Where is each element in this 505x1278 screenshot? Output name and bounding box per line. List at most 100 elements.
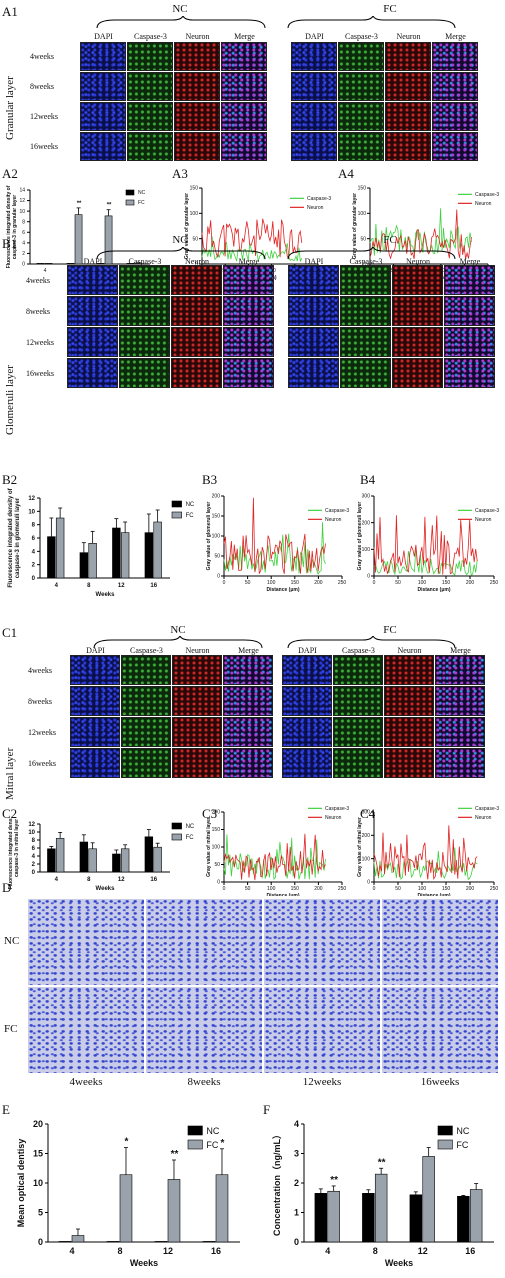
y-tick-label: 6 bbox=[22, 230, 25, 236]
micrograph-dapi bbox=[282, 655, 332, 685]
micrograph-casp bbox=[121, 717, 171, 747]
micrograph-neur bbox=[174, 42, 220, 71]
channel-header-caspase-3: Caspase-3 bbox=[134, 32, 167, 41]
nissl-micrograph bbox=[381, 898, 499, 986]
bar-nc bbox=[126, 263, 135, 265]
micrograph-casp bbox=[333, 717, 383, 747]
legend-swatch bbox=[171, 833, 182, 841]
chart-c4: 0 50 100 150 200 250 0 100 200 300 Distance (μm) Gr… bbox=[357, 806, 499, 896]
trace-caspase-3 bbox=[373, 847, 478, 881]
micrograph-neur bbox=[384, 717, 434, 747]
micrograph-dapi bbox=[291, 72, 337, 101]
micrograph-casp bbox=[119, 296, 170, 326]
time-label: 12weeks bbox=[30, 112, 58, 121]
micrograph-neur bbox=[385, 102, 431, 131]
y-tick-label: 2 bbox=[294, 1178, 299, 1188]
micrograph-casp bbox=[338, 102, 384, 131]
micrograph-merg bbox=[223, 296, 274, 326]
legend-swatch bbox=[171, 822, 182, 830]
y-tick-label: 200 bbox=[212, 810, 221, 816]
y-axis-title: Fluorescence integrated density of bbox=[8, 487, 14, 587]
micrograph-casp bbox=[127, 72, 173, 101]
x-tick-label: 100 bbox=[267, 580, 276, 586]
channel-header-caspase-3: Caspase-3 bbox=[130, 646, 163, 655]
panel-label-f: F bbox=[263, 1102, 271, 1117]
y-tick-label: 12 bbox=[28, 496, 35, 502]
micrograph-merg bbox=[221, 132, 267, 161]
micrograph-dapi bbox=[291, 132, 337, 161]
bar-fc bbox=[327, 1190, 340, 1243]
micrograph-merg bbox=[444, 296, 495, 326]
nc-group-title-a: NC bbox=[172, 3, 188, 15]
micrograph-merg bbox=[223, 655, 273, 685]
bar-fc bbox=[88, 848, 97, 873]
micrograph-merg bbox=[223, 327, 274, 357]
trace-caspase-3 bbox=[223, 834, 326, 881]
x-axis-title: Weeks bbox=[96, 592, 116, 598]
micrograph-dapi bbox=[67, 265, 118, 295]
time-label: 8weeks bbox=[28, 696, 52, 706]
channel-header-merge: Merge bbox=[445, 32, 466, 41]
panel-label-c2: C2 bbox=[2, 806, 18, 821]
channel-header-merge: Merge bbox=[238, 646, 259, 655]
bar-fc bbox=[55, 517, 65, 579]
legend-label: FC bbox=[186, 835, 195, 841]
micrograph-neur bbox=[385, 72, 431, 101]
time-label: 4weeks bbox=[26, 275, 50, 285]
micrograph-neur bbox=[174, 102, 220, 131]
y-axis-title: Fluorescence integrated density of bbox=[6, 185, 12, 268]
x-tick-label: 250 bbox=[490, 886, 499, 892]
bar-nc bbox=[409, 1194, 423, 1243]
panel-label-c4: C4 bbox=[360, 806, 376, 821]
micrograph-casp bbox=[121, 748, 171, 778]
trace-neuron bbox=[223, 833, 326, 881]
legend-label: Caspase-3 bbox=[307, 196, 331, 202]
bar-nc bbox=[112, 853, 121, 873]
legend-swatch bbox=[125, 199, 135, 206]
y-axis-title: Gray value of glomeruli layer bbox=[357, 502, 363, 571]
y-tick-label: 10 bbox=[33, 1178, 43, 1188]
micrograph-casp bbox=[119, 327, 170, 357]
y-tick-label: 8 bbox=[22, 219, 25, 225]
bar-nc bbox=[106, 1241, 120, 1243]
chart-c3: 0 50 100 150 200 250 0 50 100 150 200 Distance (μm)… bbox=[206, 806, 349, 896]
x-tick-label: 50 bbox=[395, 580, 401, 586]
micrograph-neur bbox=[171, 296, 222, 326]
y-tick-label: 100 bbox=[212, 534, 221, 540]
nissl-micrograph bbox=[145, 898, 263, 986]
significance-mark: ** bbox=[171, 1149, 179, 1160]
legend-label: Caspase-3 bbox=[475, 806, 499, 812]
micrograph-neur bbox=[172, 717, 222, 747]
x-tick-label: 16 bbox=[465, 1246, 475, 1256]
micrograph-casp bbox=[119, 358, 170, 388]
channel-header-dapi: DAPI bbox=[94, 32, 113, 41]
chart-b3: 0 50 100 150 200 250 0 50 100 150 200 Distance (μm)… bbox=[206, 494, 349, 593]
y-tick-label: 0 bbox=[32, 576, 36, 582]
x-tick-label: 150 bbox=[442, 886, 451, 892]
legend-label: Neuron bbox=[475, 815, 492, 821]
micrograph-merg bbox=[432, 42, 478, 71]
chart-b2: 0 2 4 6 8 10 12 4 8 12 16 Weeks Fluorescence integra… bbox=[8, 487, 195, 598]
y-tick-label: 50 bbox=[214, 862, 220, 868]
micrograph-casp bbox=[340, 358, 391, 388]
x-tick-label: 200 bbox=[314, 580, 323, 586]
legend-label: Caspase-3 bbox=[325, 508, 349, 514]
time-label: 4weeks bbox=[30, 52, 54, 61]
bar-fc bbox=[120, 532, 130, 579]
x-tick-label: 8 bbox=[117, 1246, 122, 1256]
time-label: 12weeks bbox=[28, 727, 56, 737]
x-tick-label: 250 bbox=[338, 580, 347, 586]
micrograph-dapi bbox=[291, 42, 337, 71]
channel-header-neuron: Neuron bbox=[185, 257, 209, 266]
micrograph-neur bbox=[172, 686, 222, 716]
micrograph-dapi bbox=[67, 358, 118, 388]
y-tick-label: 100 bbox=[190, 211, 199, 217]
y-tick-label: 100 bbox=[362, 856, 371, 862]
bar-nc bbox=[154, 1241, 168, 1243]
micrograph-casp bbox=[333, 686, 383, 716]
bar-nc bbox=[144, 836, 154, 873]
x-tick-label: 16 bbox=[211, 1246, 221, 1256]
y-tick-label: 10 bbox=[28, 509, 35, 515]
micrograph-merg bbox=[432, 132, 478, 161]
y-tick-label: 50 bbox=[214, 554, 220, 560]
